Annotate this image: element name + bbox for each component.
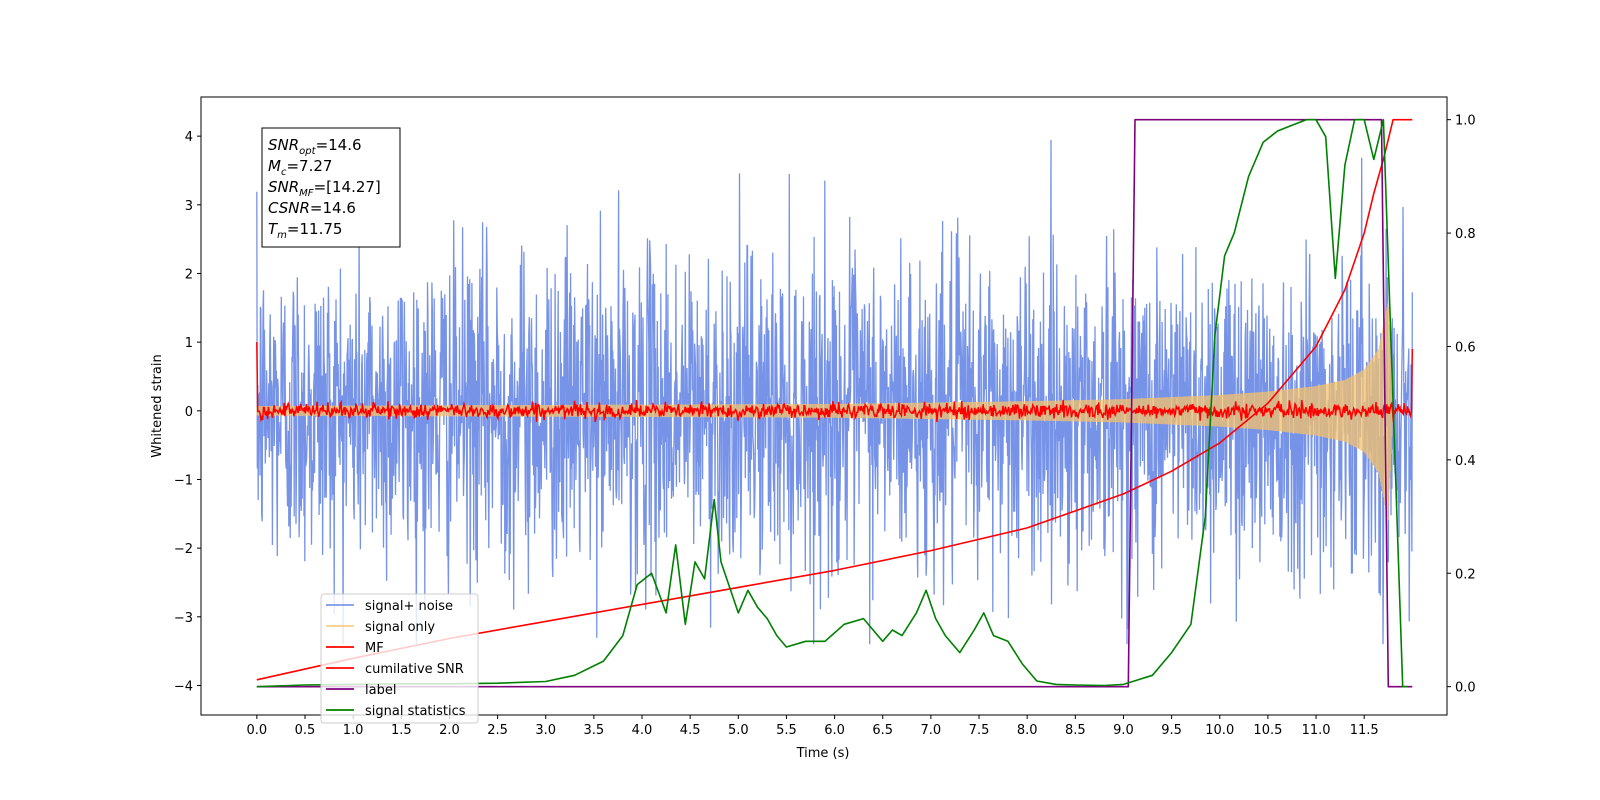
- right-y-tick-label: 0.6: [1455, 340, 1476, 355]
- x-tick-label: 6.5: [872, 723, 893, 738]
- x-tick-label: 1.0: [343, 723, 364, 738]
- x-tick-label: 9.5: [1161, 723, 1182, 738]
- csnr-annotation: CSNR=14.6: [268, 199, 356, 217]
- x-axis-ticks: 0.0 0.5 1.0 1.5 2.0 2.5 3.0 3.5 4.0 4.5 5.0 5.5 6.0 6…: [247, 715, 1379, 738]
- x-tick-label: 5.5: [776, 723, 797, 738]
- x-tick-label: 9.0: [1113, 723, 1134, 738]
- x-tick-label: 4.5: [680, 723, 701, 738]
- x-tick-label: 5.0: [728, 723, 749, 738]
- legend: signal+ noise signal only MF cumilative SNR…: [320, 593, 479, 724]
- left-y-tick-label: 1: [185, 336, 193, 351]
- legend-label: cumilative SNR: [365, 662, 464, 677]
- x-tick-label: 10.5: [1253, 723, 1282, 738]
- x-tick-label: 6.0: [824, 723, 845, 738]
- right-y-tick-label: 0.4: [1455, 454, 1476, 469]
- x-tick-label: 3.5: [584, 723, 605, 738]
- x-tick-label: 1.5: [391, 723, 412, 738]
- x-tick-label: 2.5: [487, 723, 508, 738]
- left-y-tick-label: −4: [174, 679, 193, 694]
- x-tick-label: 8.5: [1065, 723, 1086, 738]
- legend-label: signal only: [365, 620, 435, 635]
- tm-annotation: Tm=11.75: [268, 220, 342, 241]
- right-y-tick-label: 0.2: [1455, 567, 1476, 582]
- legend-label: signal+ noise: [365, 599, 453, 614]
- series-signal-statistics: [256, 118, 1408, 688]
- series-cumilative-snr: [256, 118, 1413, 681]
- snr-mf-annotation: SNRMF=[14.27]: [268, 178, 381, 199]
- x-tick-label: 7.5: [969, 723, 990, 738]
- left-y-tick-label: −3: [174, 611, 193, 626]
- series-layer: [256, 118, 1414, 688]
- right-y-tick-label: 0.8: [1455, 227, 1476, 242]
- x-tick-label: 10.0: [1205, 723, 1234, 738]
- x-tick-label: 0.0: [247, 723, 268, 738]
- legend-label: label: [365, 683, 396, 698]
- x-tick-label: 2.0: [439, 723, 460, 738]
- x-tick-label: 8.0: [1017, 723, 1038, 738]
- series-label: [256, 118, 1413, 688]
- plot-frame: [200, 96, 1448, 716]
- x-tick-label: 11.0: [1302, 723, 1331, 738]
- right-y-tick-label: 1.0: [1455, 114, 1476, 129]
- mc-annotation: Mc=7.27: [268, 157, 332, 178]
- x-tick-label: 11.5: [1350, 723, 1379, 738]
- left-y-tick-label: 4: [185, 130, 193, 145]
- legend-label: MF: [365, 641, 384, 656]
- legend-label: signal statistics: [365, 704, 466, 719]
- left-y-tick-label: 3: [185, 199, 193, 214]
- x-tick-label: 0.5: [295, 723, 316, 738]
- x-tick-label: 7.0: [921, 723, 942, 738]
- parameter-annotation-box: SNRopt=14.6 Mc=7.27 SNRMF=[14.27] CSNR=1…: [261, 127, 401, 248]
- left-y-tick-label: −1: [174, 473, 193, 488]
- left-y-tick-label: 2: [185, 267, 193, 282]
- right-y-axis-ticks: 0.0 0.2 0.4 0.6 0.8 1.0: [1447, 114, 1476, 696]
- left-y-tick-label: 0: [185, 405, 193, 420]
- series-signal-only: [256, 303, 1394, 521]
- series-signal-plus-noise: [256, 139, 1413, 645]
- snr-opt-annotation: SNRopt=14.6: [268, 136, 362, 157]
- x-tick-label: 3.0: [535, 723, 556, 738]
- left-y-tick-label: −2: [174, 542, 193, 557]
- left-y-axis-label: Whitened strain: [150, 354, 165, 457]
- series-mf: [256, 342, 1414, 423]
- right-y-tick-label: 0.0: [1455, 681, 1476, 696]
- x-axis-label: Time (s): [796, 746, 850, 761]
- x-tick-label: 4.0: [632, 723, 653, 738]
- left-y-axis-ticks: −4 −3 −2 −1 0 1 2 3 4: [174, 130, 201, 694]
